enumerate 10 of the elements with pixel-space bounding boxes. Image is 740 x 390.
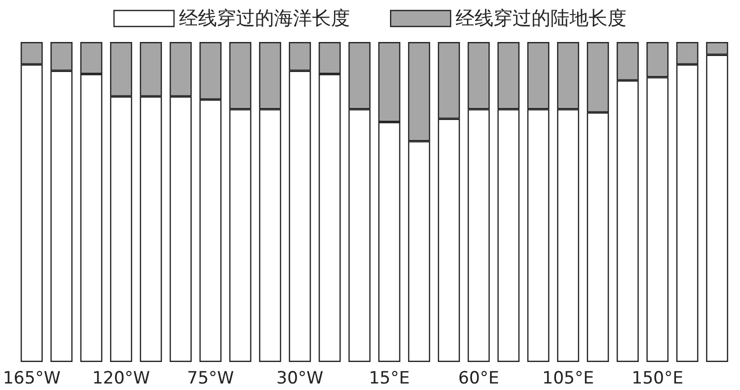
x-tick-label: 30°W xyxy=(276,368,324,388)
x-tick-label: 15°E xyxy=(368,368,410,388)
x-tick-label: 75°W xyxy=(187,368,234,388)
x-tick-label: 120°W xyxy=(92,368,150,388)
legend-label: 经线穿过的海洋长度 xyxy=(179,8,350,30)
x-tick-label: 150°E xyxy=(632,368,684,388)
legend-label: 经线穿过的陆地长度 xyxy=(456,8,627,30)
x-tick-label: 60°E xyxy=(458,368,500,388)
x-tick-label: 105°E xyxy=(542,368,594,388)
x-tick-label: 165°W xyxy=(2,368,61,388)
